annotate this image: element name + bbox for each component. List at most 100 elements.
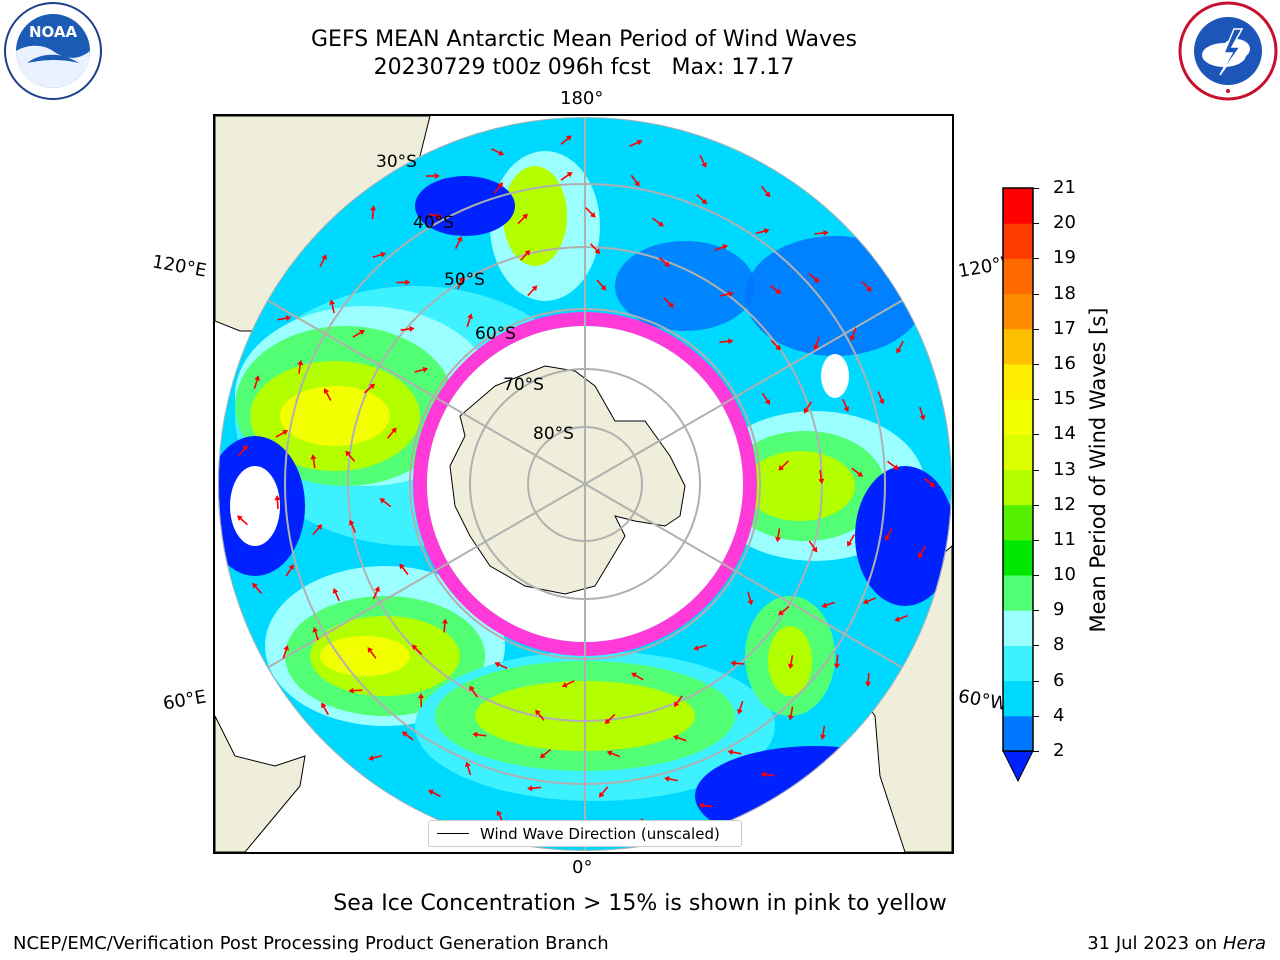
wave-direction-arrow	[747, 591, 754, 606]
wave-direction-arrow	[877, 391, 885, 405]
sea-ice-note: Sea Ice Concentration > 15% is shown in …	[333, 891, 947, 916]
wave-direction-arrow	[372, 586, 380, 600]
colorbar-tick-label: 4	[1053, 704, 1065, 726]
wave-direction-arrow	[275, 430, 289, 438]
wave-direction-arrow	[918, 545, 926, 559]
colorbar-tick-mark	[1033, 223, 1039, 225]
wave-direction-arrow	[387, 427, 397, 439]
wave-direction-arrow	[803, 401, 812, 414]
colorbar-cell	[1003, 258, 1033, 295]
wave-direction-arrow	[590, 243, 601, 255]
wave-direction-arrow	[491, 148, 505, 156]
colorbar-cell	[1003, 504, 1033, 541]
legend-label: Wind Wave Direction (unscaled)	[480, 825, 720, 843]
noaa-logo-text: NOAA	[29, 23, 78, 41]
wave-direction-arrow	[813, 336, 821, 351]
wave-direction-arrow	[368, 754, 383, 761]
wave-direction-arrow	[428, 212, 443, 219]
wave-direction-arrow	[631, 672, 644, 681]
wave-direction-arrow	[887, 460, 899, 470]
wave-direction-arrow	[737, 700, 744, 715]
colorbar-cell	[1003, 399, 1033, 435]
colorbar-tick-mark	[1033, 610, 1039, 612]
lat-label-70s: 70°S	[503, 375, 544, 395]
footer-machine: Hera	[1222, 933, 1266, 954]
wave-direction-arrow	[411, 644, 423, 656]
map-legend: Wind Wave Direction (unscaled)	[428, 820, 742, 847]
colorbar-tick-label: 2	[1053, 740, 1065, 761]
lat-label-80s: 80°S	[533, 424, 574, 444]
wave-direction-arrow	[297, 359, 304, 374]
colorbar-cell	[1003, 188, 1033, 224]
wave-direction-arrow	[312, 626, 319, 641]
colorbar-tick-mark	[1033, 258, 1039, 260]
wave-direction-arrow	[672, 734, 687, 742]
lon-label-120e: 120°E	[150, 251, 209, 282]
wave-direction-arrow	[428, 789, 441, 798]
noaa-logo: NOAA	[4, 2, 102, 100]
lat-label-40s: 40°S	[413, 213, 454, 233]
wave-direction-arrow	[352, 329, 365, 338]
wave-direction-arrow	[894, 614, 908, 622]
wave-direction-arrow	[535, 709, 545, 721]
wave-direction-arrow	[396, 279, 411, 286]
wave-direction-arrow	[329, 299, 336, 314]
wave-direction-arrow	[379, 498, 392, 508]
colorbar-cell	[1003, 223, 1033, 259]
colorbar-tick-label: 20	[1053, 212, 1076, 234]
wave-direction-arrow	[319, 254, 327, 268]
polar-map	[215, 116, 952, 852]
wave-direction-arrow	[664, 775, 678, 782]
colorbar-tick-mark	[1033, 293, 1039, 295]
wave-direction-arrow	[441, 618, 448, 633]
footer-organization: NCEP/EMC/Verification Post Processing Pr…	[13, 933, 609, 954]
wave-direction-arrow	[923, 477, 936, 488]
colorbar-tick-mark	[1033, 575, 1039, 577]
wave-direction-arrow	[769, 284, 782, 294]
wave-direction-arrow	[673, 695, 683, 708]
footer-date: 31 Jul 2023 on Hera	[1087, 933, 1266, 954]
wave-direction-arrow	[884, 528, 893, 541]
wave-direction-arrow	[833, 654, 840, 669]
wave-direction-arrow	[658, 257, 670, 267]
lat-label-50s: 50°S	[444, 270, 485, 290]
wave-direction-arrow	[630, 174, 640, 187]
colorbar-tick-label: 18	[1053, 282, 1076, 304]
wave-direction-arrow	[274, 495, 281, 510]
wave-direction-arrow	[472, 731, 487, 738]
wave-direction-arrow	[696, 194, 708, 205]
wave-direction-arrow	[252, 582, 262, 594]
colorbar-tick-label: 17	[1053, 317, 1076, 339]
wave-direction-arrow	[560, 171, 573, 181]
colorbar-tick-label: 10	[1053, 564, 1076, 586]
wave-direction-arrow	[454, 236, 463, 250]
wave-direction-arrow	[517, 213, 528, 225]
wave-direction-arrow	[775, 528, 781, 543]
legend-line-swatch	[437, 833, 469, 834]
wave-direction-arrow	[865, 672, 872, 687]
colorbar-tick-mark	[1033, 504, 1039, 506]
lon-label-0: 0°	[572, 857, 593, 878]
wave-direction-arrow	[277, 315, 292, 322]
colorbar-tick-mark	[1033, 715, 1039, 717]
wave-direction-arrow	[849, 327, 857, 341]
wave-direction-arrow	[372, 251, 387, 258]
colorbar-label: Mean Period of Wind Waves [s]	[1086, 307, 1110, 633]
wave-direction-arrow	[310, 454, 317, 469]
wave-direction-arrow	[561, 680, 575, 688]
wave-direction-arrow	[323, 388, 332, 401]
colorbar-tick-label: 9	[1053, 599, 1065, 621]
chart-subtitle-run-info: 20230729 t00z 096h fcst Max: 17.17	[373, 55, 795, 80]
wave-direction-arrow	[760, 185, 771, 198]
wave-direction-arrow	[348, 687, 363, 694]
wave-direction-arrow	[401, 731, 414, 741]
wave-direction-arrow	[414, 366, 429, 373]
wave-direction-arrow	[520, 249, 531, 261]
africa-landmass	[215, 715, 306, 852]
wave-direction-arrow	[663, 297, 674, 308]
wave-direction-arrow	[862, 597, 877, 605]
colorbar	[1002, 187, 1034, 783]
wave-direction-arrow	[778, 605, 790, 616]
colorbar-tick-mark	[1033, 328, 1039, 330]
nws-logo	[1178, 1, 1278, 101]
